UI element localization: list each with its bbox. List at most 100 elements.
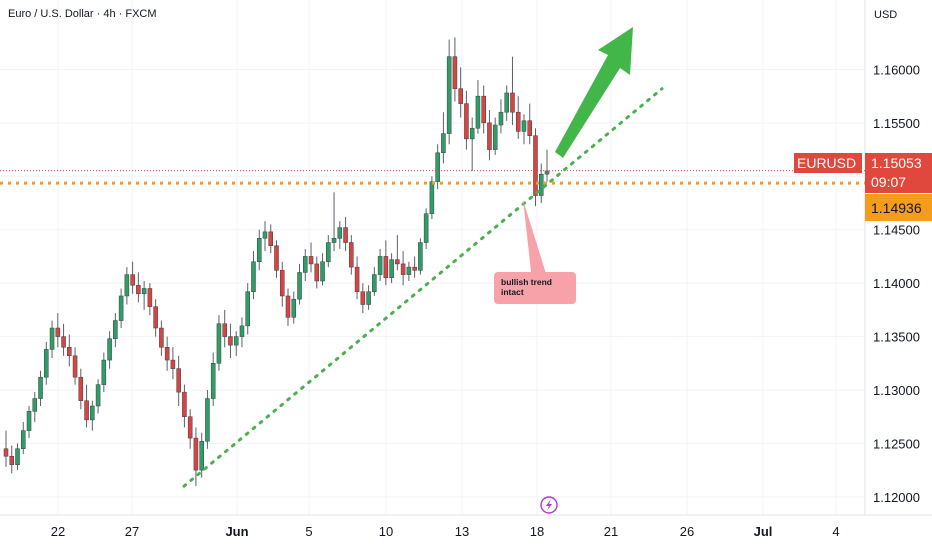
price-tick-label: 1.13000 [873, 383, 920, 398]
candle-body-down [176, 368, 181, 393]
bullish-arrow[interactable] [555, 27, 633, 158]
candle [26, 406, 32, 439]
candle-body-down [533, 135, 538, 196]
candle [164, 336, 170, 371]
candle-body-up [441, 133, 446, 154]
candle [492, 117, 498, 155]
currency-label[interactable]: USD [874, 9, 898, 21]
time-tick-label: 18 [530, 524, 544, 539]
candle [527, 103, 532, 145]
candle [38, 370, 43, 407]
candle-body-down [182, 391, 187, 417]
candle [291, 291, 297, 324]
candle-body-up [262, 231, 268, 239]
candle-body-down [67, 347, 72, 357]
candle [251, 251, 256, 300]
candle-body-down [9, 455, 15, 466]
lightning-icon[interactable] [540, 496, 558, 514]
candle [418, 238, 423, 275]
candle [435, 144, 440, 190]
candle [32, 392, 38, 423]
candle [245, 283, 250, 335]
candle-body-up [256, 238, 262, 263]
candle-body-up [118, 295, 124, 321]
candle [544, 149, 550, 182]
candle-body-down [187, 416, 193, 439]
time-axis[interactable]: 22 27 Jun 5 10 13 18 21 26 Jul 4 [51, 524, 840, 539]
candle [136, 272, 141, 303]
candle [279, 261, 285, 307]
candle [256, 229, 262, 271]
candle [187, 409, 193, 449]
candle-body-up [320, 261, 325, 282]
candle [320, 253, 325, 286]
price-axis[interactable]: 1.160001.155001.150001.145001.140001.135… [873, 62, 920, 504]
candle [210, 352, 216, 407]
candle [487, 110, 492, 161]
candle-body-down [349, 242, 354, 268]
candle [262, 221, 268, 252]
candle-body-down [314, 263, 320, 282]
annotation-callout[interactable]: bullish trend intact [494, 200, 576, 304]
svg-text:1.14936: 1.14936 [871, 200, 922, 216]
candle [239, 317, 245, 348]
candle-body-up [337, 227, 343, 239]
price-tick-label: 1.12500 [873, 436, 920, 451]
candle-body-up [245, 291, 250, 327]
candle [360, 283, 366, 314]
candle-body-down [268, 231, 274, 246]
candle-body-down [153, 306, 158, 329]
symbol-title: Euro / U.S. Dollar · 4h · FXCM [8, 8, 157, 20]
svg-text:09:07: 09:07 [871, 174, 906, 190]
svg-text:EURUSD: EURUSD [797, 155, 856, 171]
candle-body-down [360, 291, 366, 305]
gridlines [0, 0, 865, 515]
candle [216, 315, 222, 371]
candle [308, 242, 314, 273]
candle [61, 323, 66, 356]
candle-body-down [170, 359, 176, 369]
time-tick-label: Jul [754, 524, 773, 539]
candle-body-up [95, 384, 101, 407]
candle [170, 347, 176, 380]
svg-text:1.15053: 1.15053 [871, 155, 922, 171]
candle-body-down [3, 448, 9, 457]
candle-body-up [544, 170, 550, 175]
candle-body-up [377, 256, 383, 275]
candle [429, 176, 435, 220]
level-price-badge: 1.14936 [865, 194, 932, 221]
candle-body-down [487, 122, 492, 150]
callout-pointer [523, 200, 548, 280]
candle-body-up [297, 272, 302, 300]
candle [176, 355, 181, 407]
last-price-badge: 1.15053 09:07 [865, 153, 932, 193]
candle-body-down [285, 295, 291, 318]
candle [452, 37, 458, 102]
candle-body-up [15, 448, 20, 466]
candle [326, 235, 331, 268]
candle [377, 248, 383, 282]
candle [297, 263, 302, 305]
candle [423, 208, 429, 249]
candle [107, 331, 112, 369]
candle-body-down [61, 336, 66, 348]
candle [3, 430, 9, 467]
candle [515, 96, 521, 139]
candles [3, 37, 550, 487]
candle [21, 422, 26, 455]
callout-line-2: intact [501, 287, 524, 297]
candle-body-down [222, 323, 227, 337]
candle-body-up [101, 359, 107, 385]
candle-body-up [538, 173, 544, 196]
candle-body-down [458, 88, 463, 104]
candle [464, 90, 469, 150]
candle-body-down [78, 376, 84, 401]
candle [504, 85, 509, 121]
candle-body-up [429, 181, 435, 214]
candle [72, 347, 78, 385]
candle-body-up [216, 323, 222, 364]
candle-body-up [251, 261, 256, 292]
candle [15, 443, 20, 471]
candle [147, 283, 153, 316]
